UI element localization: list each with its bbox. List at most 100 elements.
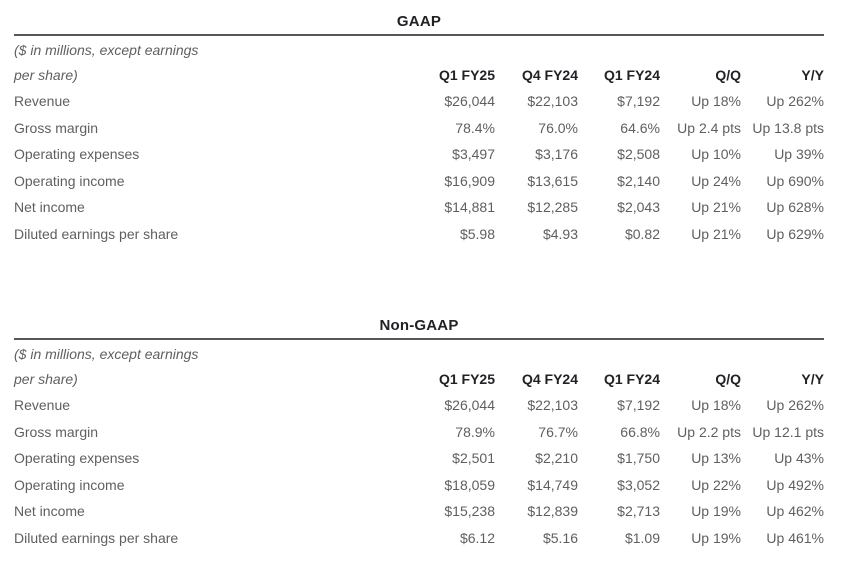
units-note-line1: ($ in millions, except earnings: [14, 346, 199, 362]
cell-value: Up 19%: [691, 503, 741, 520]
column-header-q1fy25: Q1 FY25: [438, 67, 495, 83]
column-header-q1fy24: Q1 FY24: [603, 67, 660, 83]
gaap-table: ($ in millions, except earnings per shar…: [14, 36, 824, 247]
table-row-revenue: Revenue $26,044 $22,103 $7,192 Up 18% Up…: [14, 88, 824, 115]
row-label: Net income: [14, 503, 85, 520]
cell-value: $18,059: [444, 476, 495, 493]
non-gaap-header-row: ($ in millions, except earnings per shar…: [14, 340, 824, 392]
cell-value: Up 19%: [691, 529, 741, 546]
cell-value: $26,044: [444, 397, 495, 414]
table-row-gross-margin: Gross margin 78.9% 76.7% 66.8% Up 2.2 pt…: [14, 419, 824, 446]
row-label: Net income: [14, 199, 85, 216]
cell-value: $5.98: [459, 225, 495, 242]
cell-value: $1,750: [617, 450, 660, 467]
column-header-qq: Q/Q: [715, 371, 741, 387]
units-note-line2: per share): [14, 371, 78, 387]
cell-value: Up 39%: [774, 146, 824, 163]
cell-value: $7,192: [617, 397, 660, 414]
cell-value: Up 13%: [691, 450, 741, 467]
table-row-operating-income: Operating income $16,909 $13,615 $2,140 …: [14, 168, 824, 195]
row-label: Operating income: [14, 172, 125, 189]
cell-value: 76.0%: [538, 119, 578, 136]
cell-value: $7,192: [617, 93, 660, 110]
cell-value: Up 629%: [766, 225, 824, 242]
cell-value: Up 262%: [766, 397, 824, 414]
cell-value: Up 2.4 pts: [677, 119, 741, 136]
financial-summary: GAAP ($ in millions, except earnings per…: [14, 0, 824, 551]
cell-value: Up 43%: [774, 450, 824, 467]
cell-value: Up 21%: [691, 199, 741, 216]
cell-value: $15,238: [444, 503, 495, 520]
cell-value: Up 13.8 pts: [752, 119, 824, 136]
table-row-operating-income: Operating income $18,059 $14,749 $3,052 …: [14, 472, 824, 499]
cell-value: Up 12.1 pts: [752, 423, 824, 440]
cell-value: Up 18%: [691, 93, 741, 110]
units-note: ($ in millions, except earnings per shar…: [14, 36, 414, 88]
cell-value: Up 461%: [766, 529, 824, 546]
cell-value: $12,839: [527, 503, 578, 520]
units-note: ($ in millions, except earnings per shar…: [14, 340, 414, 392]
gaap-section: GAAP ($ in millions, except earnings per…: [14, 0, 824, 247]
cell-value: Up 462%: [766, 503, 824, 520]
units-note-line2: per share): [14, 67, 78, 83]
cell-value: $2,140: [617, 172, 660, 189]
row-label: Diluted earnings per share: [14, 529, 179, 546]
column-header-q4fy24: Q4 FY24: [521, 371, 578, 387]
table-row-net-income: Net income $14,881 $12,285 $2,043 Up 21%…: [14, 194, 824, 221]
gaap-header-row: ($ in millions, except earnings per shar…: [14, 36, 824, 88]
cell-value: 76.7%: [538, 423, 578, 440]
cell-value: 66.8%: [620, 423, 660, 440]
cell-value: $1.09: [624, 529, 660, 546]
units-note-line1: ($ in millions, except earnings: [14, 42, 199, 58]
cell-value: $3,497: [452, 146, 495, 163]
table-row-diluted-eps: Diluted earnings per share $6.12 $5.16 $…: [14, 525, 824, 552]
cell-value: $2,210: [535, 450, 578, 467]
non-gaap-title-divider: [14, 338, 824, 340]
cell-value: $2,043: [617, 199, 660, 216]
column-header-q4fy24: Q4 FY24: [521, 67, 578, 83]
cell-value: $13,615: [527, 172, 578, 189]
cell-value: Up 628%: [766, 199, 824, 216]
row-label: Revenue: [14, 397, 71, 414]
table-row-operating-expenses: Operating expenses $3,497 $3,176 $2,508 …: [14, 141, 824, 168]
column-header-yy: Y/Y: [801, 67, 824, 83]
cell-value: Up 21%: [691, 225, 741, 242]
cell-value: Up 10%: [691, 146, 741, 163]
cell-value: $5.16: [542, 529, 578, 546]
cell-value: 64.6%: [620, 119, 660, 136]
cell-value: Up 24%: [691, 172, 741, 189]
cell-value: $2,713: [617, 503, 660, 520]
cell-value: $0.82: [624, 225, 660, 242]
table-row-revenue: Revenue $26,044 $22,103 $7,192 Up 18% Up…: [14, 392, 824, 419]
cell-value: Up 2.2 pts: [677, 423, 741, 440]
table-row-gross-margin: Gross margin 78.4% 76.0% 64.6% Up 2.4 pt…: [14, 115, 824, 142]
column-header-qq: Q/Q: [715, 67, 741, 83]
cell-value: $3,176: [535, 146, 578, 163]
column-header-yy: Y/Y: [801, 371, 824, 387]
row-label: Operating income: [14, 476, 125, 493]
cell-value: $4.93: [542, 225, 578, 242]
cell-value: Up 18%: [691, 397, 741, 414]
cell-value: $14,749: [527, 476, 578, 493]
cell-value: $6.12: [459, 529, 495, 546]
cell-value: $22,103: [527, 397, 578, 414]
cell-value: $12,285: [527, 199, 578, 216]
cell-value: $26,044: [444, 93, 495, 110]
column-header-q1fy24: Q1 FY24: [603, 371, 660, 387]
cell-value: $3,052: [617, 476, 660, 493]
row-label: Revenue: [14, 93, 71, 110]
cell-value: $16,909: [444, 172, 495, 189]
cell-value: Up 690%: [766, 172, 824, 189]
row-label: Operating expenses: [14, 146, 140, 163]
cell-value: 78.9%: [455, 423, 495, 440]
cell-value: Up 492%: [766, 476, 824, 493]
cell-value: $2,501: [452, 450, 495, 467]
cell-value: Up 22%: [691, 476, 741, 493]
table-row-operating-expenses: Operating expenses $2,501 $2,210 $1,750 …: [14, 445, 824, 472]
row-label: Operating expenses: [14, 450, 140, 467]
cell-value: $22,103: [527, 93, 578, 110]
table-row-net-income: Net income $15,238 $12,839 $2,713 Up 19%…: [14, 498, 824, 525]
cell-value: $2,508: [617, 146, 660, 163]
cell-value: Up 262%: [766, 93, 824, 110]
row-label: Gross margin: [14, 119, 99, 136]
